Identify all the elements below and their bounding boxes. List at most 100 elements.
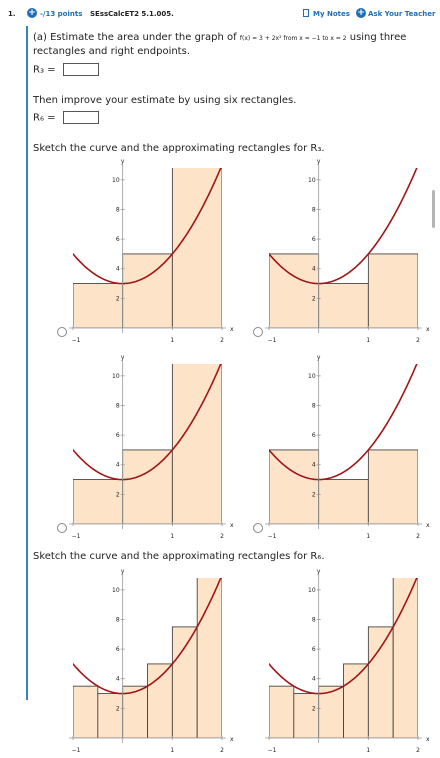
x-tick-label: −1 bbox=[268, 533, 277, 540]
option-radio-2[interactable] bbox=[253, 327, 263, 337]
approx-rectangle-5 bbox=[171, 626, 198, 738]
r3-input[interactable] bbox=[62, 63, 99, 76]
function-curve bbox=[269, 168, 418, 285]
part-a-text: (a) Estimate the area under the graph of bbox=[33, 32, 237, 43]
x-tick-label: −1 bbox=[268, 747, 277, 754]
approx-rectangle-3 bbox=[171, 168, 222, 328]
y-tick-label: 8 bbox=[312, 206, 316, 213]
approx-rectangle-3 bbox=[367, 253, 418, 328]
function-curve bbox=[73, 168, 222, 285]
y-tick-label: 6 bbox=[312, 646, 316, 653]
x-tick-label: 2 bbox=[220, 533, 224, 540]
x-tick-label: 1 bbox=[366, 533, 370, 540]
ask-teacher-plus-icon[interactable]: + bbox=[356, 8, 366, 18]
option-radio-4[interactable] bbox=[253, 523, 263, 533]
function-curve bbox=[269, 578, 418, 695]
y-axis-label: y bbox=[317, 354, 321, 361]
y-tick-label: 6 bbox=[116, 236, 120, 243]
approx-rectangle-1 bbox=[73, 283, 124, 328]
x-tick-label: 1 bbox=[170, 337, 174, 344]
question-number: 1. bbox=[8, 10, 16, 18]
question-border bbox=[26, 26, 28, 700]
r6-row: R₆ = bbox=[33, 111, 99, 124]
approx-rectangle-2 bbox=[318, 283, 369, 328]
y-tick-label: 2 bbox=[312, 491, 316, 498]
approx-rectangle-5 bbox=[367, 626, 394, 738]
rectangle-graph-5: 2 4 6 8 10 −1 1 2 y x bbox=[69, 568, 234, 754]
x-tick-label: 2 bbox=[220, 747, 224, 754]
r3-row: R₃ = bbox=[33, 63, 99, 76]
y-axis-label: y bbox=[121, 568, 125, 575]
y-tick-label: 2 bbox=[116, 295, 120, 302]
y-tick-label: 8 bbox=[116, 206, 120, 213]
approx-rectangle-2 bbox=[293, 693, 320, 738]
function-curve bbox=[73, 364, 222, 481]
approx-rectangle-2 bbox=[318, 479, 369, 524]
part-a-line2: rectangles and right endpoints. bbox=[33, 46, 190, 57]
option-radio-3[interactable] bbox=[57, 523, 67, 533]
x-axis-label: x bbox=[230, 326, 234, 333]
y-axis-label: y bbox=[121, 354, 125, 361]
approx-rectangle-2 bbox=[122, 449, 173, 524]
approx-rectangle-3 bbox=[367, 449, 418, 524]
approx-rectangle-2 bbox=[122, 253, 173, 328]
ask-teacher-link[interactable]: Ask Your Teacher bbox=[368, 10, 436, 18]
x-axis-label: x bbox=[230, 736, 234, 743]
y-tick-label: 2 bbox=[116, 705, 120, 712]
function-curve bbox=[269, 364, 418, 481]
y-tick-label: 4 bbox=[116, 462, 120, 469]
y-axis-label: y bbox=[317, 568, 321, 575]
r6-input[interactable] bbox=[62, 111, 99, 124]
rectangle-graph-4: 2 4 6 8 10 −1 1 2 y x bbox=[265, 354, 430, 540]
part-a-line1: (a) Estimate the area under the graph of… bbox=[33, 32, 406, 43]
y-tick-label: 10 bbox=[112, 373, 120, 380]
y-tick-label: 2 bbox=[312, 295, 316, 302]
x-axis-label: x bbox=[426, 736, 430, 743]
expand-plus-icon[interactable]: + bbox=[27, 8, 37, 18]
rectangle-graph-1: 2 4 6 8 10 −1 1 2 y x bbox=[69, 158, 234, 344]
y-tick-label: 6 bbox=[312, 432, 316, 439]
y-axis-label: y bbox=[317, 158, 321, 165]
x-tick-label: −1 bbox=[72, 747, 81, 754]
my-notes-link[interactable]: My Notes bbox=[313, 10, 350, 18]
function-text: f(x) = 3 + 2x² from x = −1 to x = 2 bbox=[239, 35, 347, 42]
notes-icon[interactable] bbox=[303, 9, 309, 17]
part-a-text-after: using three bbox=[349, 32, 407, 43]
approx-rectangle-1 bbox=[269, 253, 320, 328]
rectangle-graph-6: 2 4 6 8 10 −1 1 2 y x bbox=[265, 568, 430, 754]
x-tick-label: −1 bbox=[72, 337, 81, 344]
points-label[interactable]: -/13 points bbox=[40, 10, 83, 18]
y-tick-label: 6 bbox=[116, 432, 120, 439]
y-tick-label: 4 bbox=[312, 676, 316, 683]
y-tick-label: 8 bbox=[116, 616, 120, 623]
y-axis-label: y bbox=[121, 158, 125, 165]
x-tick-label: 2 bbox=[416, 533, 420, 540]
x-tick-label: 2 bbox=[220, 337, 224, 344]
approx-rectangle-3 bbox=[171, 364, 222, 524]
r6-label: R₆ = bbox=[33, 112, 56, 124]
y-tick-label: 4 bbox=[116, 266, 120, 273]
approx-rectangle-6 bbox=[392, 578, 418, 738]
y-tick-label: 8 bbox=[312, 616, 316, 623]
scrollbar-thumb[interactable] bbox=[432, 190, 435, 228]
x-tick-label: −1 bbox=[72, 533, 81, 540]
sketch-r3-text: Sketch the curve and the approximating r… bbox=[33, 143, 325, 154]
y-tick-label: 6 bbox=[116, 646, 120, 653]
x-tick-label: −1 bbox=[268, 337, 277, 344]
y-tick-label: 4 bbox=[312, 266, 316, 273]
x-tick-label: 1 bbox=[170, 533, 174, 540]
y-tick-label: 2 bbox=[312, 705, 316, 712]
approx-rectangle-1 bbox=[73, 479, 124, 524]
approx-rectangle-1 bbox=[73, 685, 99, 738]
rectangle-graph-2: 2 4 6 8 10 −1 1 2 y x bbox=[265, 158, 430, 344]
approx-rectangle-2 bbox=[97, 693, 124, 738]
y-tick-label: 8 bbox=[116, 402, 120, 409]
y-tick-label: 6 bbox=[312, 236, 316, 243]
y-tick-label: 10 bbox=[308, 177, 316, 184]
y-tick-label: 8 bbox=[312, 402, 316, 409]
x-axis-label: x bbox=[426, 522, 430, 529]
rectangle-graph-3: 2 4 6 8 10 −1 1 2 y x bbox=[69, 354, 234, 540]
x-axis-label: x bbox=[426, 326, 430, 333]
y-tick-label: 10 bbox=[308, 587, 316, 594]
option-radio-1[interactable] bbox=[57, 327, 67, 337]
